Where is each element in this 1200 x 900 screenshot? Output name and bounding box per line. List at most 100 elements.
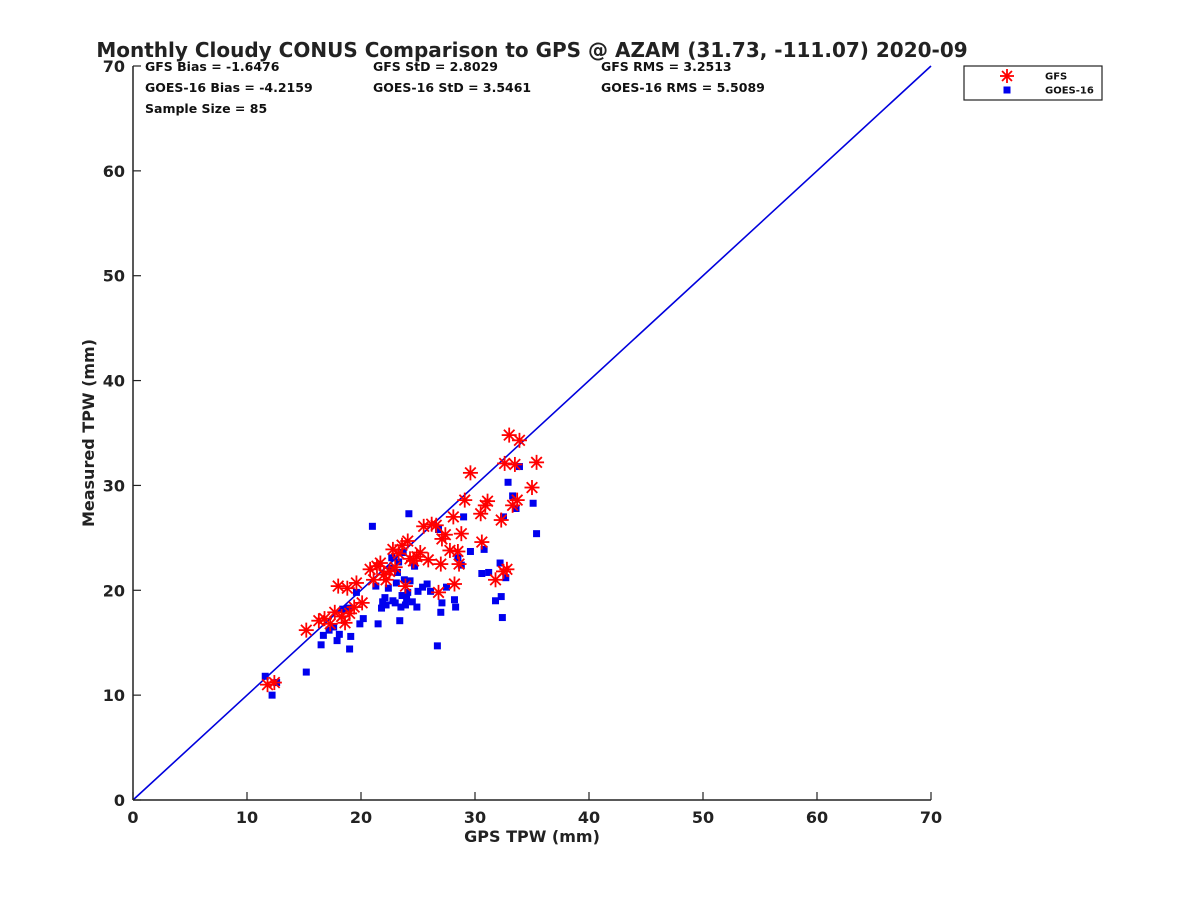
gfs-point (433, 556, 449, 572)
goes16-point (401, 601, 409, 609)
stats-block: GFS Bias = -1.6476 GFS StD = 2.8029 GFS RM… (145, 59, 765, 116)
goes16-point (515, 463, 523, 471)
goes16-point (497, 593, 505, 601)
goes16-point (391, 599, 399, 607)
x-tick-label: 50 (692, 808, 714, 827)
goes16-point (438, 599, 446, 607)
legend-gfs-marker (1000, 69, 1014, 83)
goes16-point (480, 545, 488, 553)
goes16-point (437, 608, 445, 616)
stat-text: GFS Bias = -1.6476 (145, 59, 280, 74)
gfs-point (509, 492, 525, 508)
goes16-point (398, 592, 406, 600)
goes16-point (339, 605, 347, 613)
goes16-point (395, 558, 403, 566)
goes16-point (346, 645, 354, 653)
gfs-point (342, 605, 358, 621)
stat-text: GFS StD = 2.8029 (373, 59, 498, 74)
goes16-point (319, 631, 327, 639)
gfs-point (372, 555, 388, 571)
goes16-point (496, 559, 504, 567)
gfs-point (445, 509, 461, 525)
goes16-point (261, 672, 269, 680)
x-axis-label: GPS TPW (mm) (464, 827, 600, 846)
gfs-point (529, 454, 545, 470)
goes16-point (352, 588, 360, 596)
gfs-point (346, 599, 362, 615)
gfs-point (442, 542, 458, 558)
goes16-point (423, 580, 431, 588)
gfs-point (298, 622, 314, 638)
goes16-point (403, 595, 411, 603)
gfs-point (354, 595, 370, 611)
gfs-point (480, 493, 496, 509)
gfs-point (378, 572, 394, 588)
data-points-layer (260, 427, 545, 699)
goes16-point (504, 478, 512, 486)
goes16-point (397, 603, 405, 611)
y-tick-label: 40 (103, 372, 125, 391)
legend-label: GOES-16 (1045, 86, 1094, 97)
goes16-point (529, 499, 537, 507)
gfs-point (437, 527, 453, 543)
y-tick-label: 70 (103, 57, 125, 76)
legend-label: GFS (1045, 72, 1067, 83)
x-tick-label: 20 (350, 808, 372, 827)
goes16-point (388, 554, 396, 562)
goes16-point (393, 568, 401, 576)
goes16-point (333, 637, 341, 645)
y-axis-ticks: 0 10 20 30 40 50 60 70 (103, 57, 141, 810)
x-tick-label: 40 (578, 808, 600, 827)
x-tick-label: 70 (920, 808, 942, 827)
stat-text: GOES-16 Bias = -4.2159 (145, 80, 313, 95)
gfs-point (453, 526, 469, 542)
goes16-point (466, 547, 474, 555)
y-tick-label: 50 (103, 267, 125, 286)
x-tick-label: 0 (127, 808, 138, 827)
one-to-one-line (132, 65, 932, 801)
gfs-point (499, 561, 515, 577)
goes16-point (502, 574, 510, 582)
gfs-point (473, 506, 489, 522)
gfs-point (446, 576, 462, 592)
goes16-point (359, 615, 367, 623)
goes16-point (374, 620, 382, 628)
goes16-point (433, 642, 441, 650)
goes16-point (443, 583, 450, 591)
gfs-point (416, 518, 432, 534)
gfs-point (420, 552, 436, 568)
reference-line-layer (132, 65, 932, 801)
y-tick-label: 10 (103, 686, 125, 705)
stat-text: GOES-16 StD = 3.5461 (373, 80, 531, 95)
goes16-point (317, 641, 325, 649)
goes16-point (378, 604, 386, 612)
gfs-point (400, 533, 416, 549)
goes16-point (498, 614, 506, 622)
gfs-point (397, 578, 413, 594)
gfs-point (337, 615, 353, 631)
goes16-point (478, 570, 486, 578)
goes16-point (419, 583, 427, 591)
goes16-point (411, 562, 419, 570)
gfs-point (322, 616, 338, 632)
goes16-point (387, 564, 395, 572)
goes16-point (325, 626, 333, 634)
gfs-point (511, 432, 527, 448)
gfs-point (387, 559, 403, 575)
goes16-point (533, 530, 541, 538)
gfs-point (507, 456, 523, 472)
stat-text: Sample Size = 85 (145, 101, 267, 116)
goes16-point (392, 579, 400, 587)
gfs-point (431, 584, 447, 600)
gfs-point (266, 675, 282, 691)
legend-box (963, 65, 1103, 101)
y-tick-label: 0 (114, 791, 125, 810)
gfs-point (451, 556, 467, 572)
goes16-point (356, 620, 364, 628)
y-tick-label: 30 (103, 476, 125, 495)
stat-text: GOES-16 RMS = 5.5089 (601, 80, 765, 95)
goes16-point (414, 587, 422, 595)
x-tick-label: 30 (464, 808, 486, 827)
goes16-point (460, 513, 468, 521)
